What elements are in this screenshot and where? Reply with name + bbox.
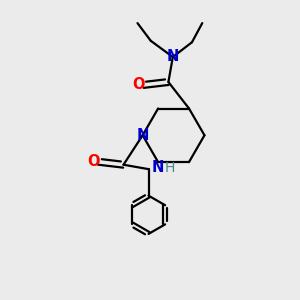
Text: N: N bbox=[152, 160, 164, 175]
Text: H: H bbox=[165, 161, 175, 175]
Text: N: N bbox=[136, 128, 149, 143]
Text: O: O bbox=[132, 77, 144, 92]
Text: O: O bbox=[87, 154, 99, 169]
Text: N: N bbox=[167, 50, 179, 64]
